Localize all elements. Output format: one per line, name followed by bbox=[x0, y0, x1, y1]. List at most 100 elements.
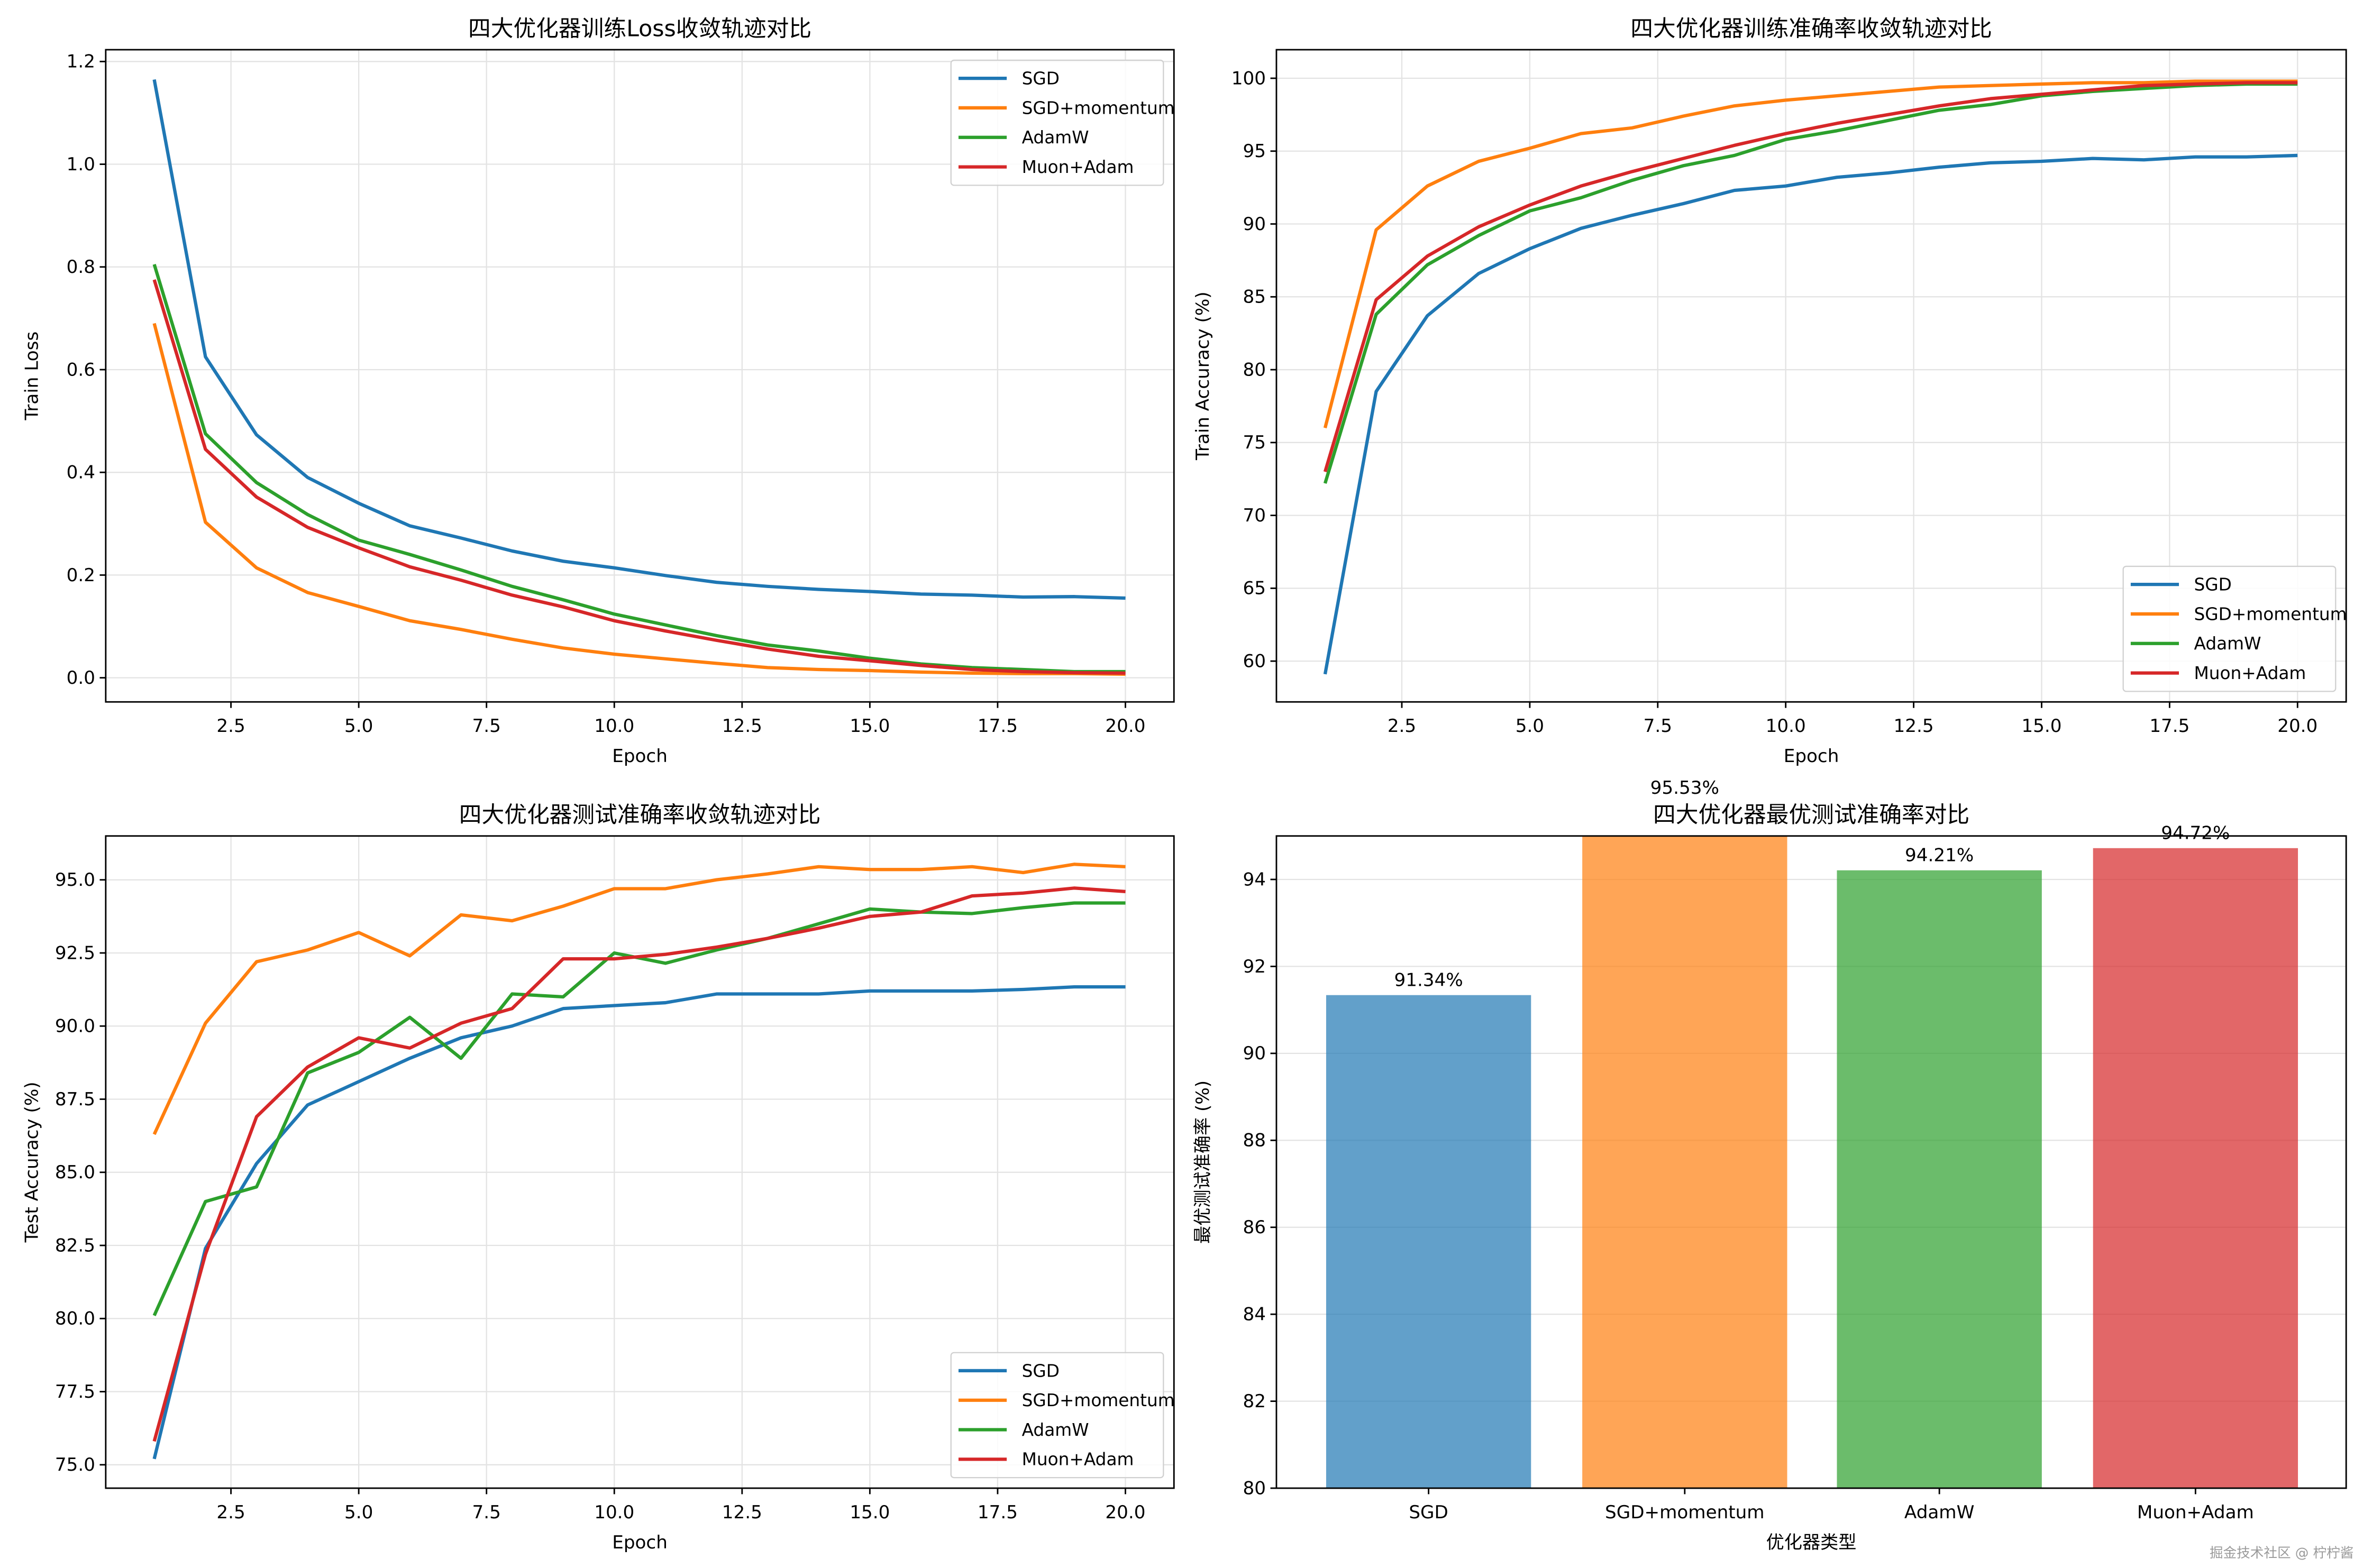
chart-2: 60 65 70 75 80 85 90 95 100 2.5 5.0 7.5 10.0 12.5 15.0… bbox=[1192, 15, 2347, 767]
x-tick-label: 2.5 bbox=[1388, 716, 1416, 737]
y-axis-label: Train Loss bbox=[22, 332, 43, 421]
x-axis-label: Epoch bbox=[1784, 746, 1839, 767]
bar-sgd-momentum bbox=[1582, 836, 1787, 1489]
y-tick-label: 0.4 bbox=[67, 462, 95, 483]
y-tick-label: 70 bbox=[1243, 505, 1266, 526]
chart-title: 四大优化器训练Loss收敛轨迹对比 bbox=[468, 15, 811, 42]
y-tick-label: 100 bbox=[1231, 68, 1266, 89]
y-tick-label: 77.5 bbox=[55, 1381, 95, 1402]
x-tick-label: 20.0 bbox=[1105, 716, 1145, 737]
legend-label: AdamW bbox=[1022, 1420, 1089, 1440]
x-tick-label: Muon+Adam bbox=[2137, 1502, 2254, 1523]
legend-label: AdamW bbox=[2194, 634, 2261, 654]
plot-frame bbox=[105, 49, 1175, 703]
y-tick-label: 80 bbox=[1243, 359, 1266, 380]
x-tick-label: 2.5 bbox=[216, 1502, 245, 1523]
x-tick-label: 10.0 bbox=[1766, 716, 1806, 737]
series-line-adamw bbox=[1323, 82, 2298, 484]
legend-label: AdamW bbox=[1022, 127, 1089, 148]
y-axis-label: 最优测试准确率 (%) bbox=[1192, 1080, 1214, 1244]
legend-label: SGD+momentum bbox=[1022, 1390, 1175, 1410]
chart-title: 四大优化器训练准确率收敛轨迹对比 bbox=[1630, 15, 1992, 42]
y-tick-label: 82 bbox=[1243, 1391, 1266, 1412]
y-tick-label: 0.8 bbox=[67, 256, 95, 278]
y-axis-label: Test Accuracy (%) bbox=[22, 1081, 43, 1243]
legend-frame bbox=[950, 59, 1164, 186]
series-line-sgd-momentum bbox=[152, 863, 1126, 1135]
y-tick-label: 87.5 bbox=[55, 1089, 95, 1110]
y-tick-label: 90.0 bbox=[55, 1016, 95, 1037]
series-line-adamw bbox=[152, 263, 1126, 674]
x-axis-label: Epoch bbox=[612, 746, 668, 767]
legend-frame bbox=[950, 1352, 1164, 1479]
x-tick-label: SGD+momentum bbox=[1605, 1502, 1765, 1523]
x-tick-label: 5.0 bbox=[344, 1502, 373, 1523]
series-line-muon-adam bbox=[1323, 81, 2298, 472]
legend-label: SGD+momentum bbox=[2194, 604, 2347, 624]
y-tick-label: 86 bbox=[1243, 1217, 1266, 1238]
x-tick-label: 7.5 bbox=[1644, 716, 1672, 737]
y-tick-label: 75.0 bbox=[55, 1454, 95, 1475]
y-tick-label: 88 bbox=[1243, 1130, 1266, 1151]
y-tick-label: 75 bbox=[1243, 432, 1266, 453]
series-line-sgd-momentum bbox=[1323, 79, 2298, 428]
bar-value-label: 94.72% bbox=[2161, 823, 2230, 844]
y-tick-label: 84 bbox=[1243, 1304, 1266, 1325]
series-line-sgd bbox=[152, 985, 1126, 1460]
x-tick-label: 2.5 bbox=[216, 716, 245, 737]
series-line-muon-adam bbox=[152, 279, 1126, 675]
plot-frame bbox=[105, 835, 1175, 1489]
x-tick-label: SGD bbox=[1409, 1502, 1448, 1523]
plot-frame bbox=[1275, 835, 2347, 1489]
y-tick-label: 0.2 bbox=[67, 565, 95, 586]
series-line-sgd-momentum bbox=[152, 323, 1126, 676]
chart-4: 80 82 84 86 88 90 92 94 91.34% SGD 95.53% SGD+momen… bbox=[1192, 777, 2347, 1553]
x-tick-label: 5.0 bbox=[1516, 716, 1544, 737]
y-tick-label: 1.0 bbox=[67, 154, 95, 175]
series-line-sgd bbox=[1323, 153, 2298, 675]
x-tick-label: 15.0 bbox=[850, 716, 890, 737]
legend-label: Muon+Adam bbox=[1022, 1450, 1134, 1470]
series-line-sgd bbox=[152, 79, 1126, 600]
bar-value-label: 95.53% bbox=[1650, 777, 1719, 799]
bar-muon-adam bbox=[2093, 848, 2298, 1489]
x-tick-label: 20.0 bbox=[1105, 1502, 1145, 1523]
x-tick-label: 17.5 bbox=[978, 716, 1018, 737]
x-tick-label: 12.5 bbox=[1894, 716, 1934, 737]
legend-label: Muon+Adam bbox=[2194, 663, 2306, 683]
y-tick-label: 60 bbox=[1243, 651, 1266, 672]
y-tick-label: 0.6 bbox=[67, 359, 95, 380]
y-tick-label: 65 bbox=[1243, 578, 1266, 599]
x-tick-label: 7.5 bbox=[472, 1502, 501, 1523]
y-tick-label: 85.0 bbox=[55, 1162, 95, 1183]
legend: SGD SGD+momentum AdamW Muon+Adam bbox=[2122, 565, 2347, 692]
watermark: 掘金技术社区 @ 柠柠酱 bbox=[2210, 1545, 2354, 1561]
bar-sgd bbox=[1326, 995, 1531, 1489]
x-tick-label: 15.0 bbox=[850, 1502, 890, 1523]
y-tick-label: 85 bbox=[1243, 287, 1266, 308]
y-tick-label: 95.0 bbox=[55, 869, 95, 891]
series-line-muon-adam bbox=[152, 886, 1126, 1442]
legend-label: SGD bbox=[1022, 69, 1060, 89]
x-tick-label: 20.0 bbox=[2277, 716, 2318, 737]
chart-title: 四大优化器测试准确率收敛轨迹对比 bbox=[459, 802, 820, 828]
legend-frame bbox=[2122, 565, 2337, 692]
y-tick-label: 92.5 bbox=[55, 942, 95, 964]
legend: SGD SGD+momentum AdamW Muon+Adam bbox=[950, 1352, 1175, 1479]
legend-label: Muon+Adam bbox=[1022, 157, 1134, 177]
y-tick-label: 80 bbox=[1243, 1478, 1266, 1499]
x-tick-label: 17.5 bbox=[978, 1502, 1018, 1523]
y-tick-label: 95 bbox=[1243, 141, 1266, 162]
bar-adamw bbox=[1837, 870, 2042, 1489]
y-tick-label: 80.0 bbox=[55, 1308, 95, 1329]
plot-frame bbox=[1275, 49, 2347, 703]
x-tick-label: 10.0 bbox=[594, 716, 634, 737]
x-axis-label: Epoch bbox=[612, 1532, 668, 1553]
x-axis-label: 优化器类型 bbox=[1766, 1532, 1857, 1553]
chart-title: 四大优化器最优测试准确率对比 bbox=[1653, 802, 1969, 828]
y-axis-label: Train Accuracy (%) bbox=[1192, 291, 1214, 461]
chart-1: 0.0 0.2 0.4 0.6 0.8 1.0 1.2 2.5 5.0 7.5 10.0 12.5 15… bbox=[22, 15, 1175, 767]
x-tick-label: 17.5 bbox=[2149, 716, 2189, 737]
x-tick-label: 5.0 bbox=[344, 716, 373, 737]
